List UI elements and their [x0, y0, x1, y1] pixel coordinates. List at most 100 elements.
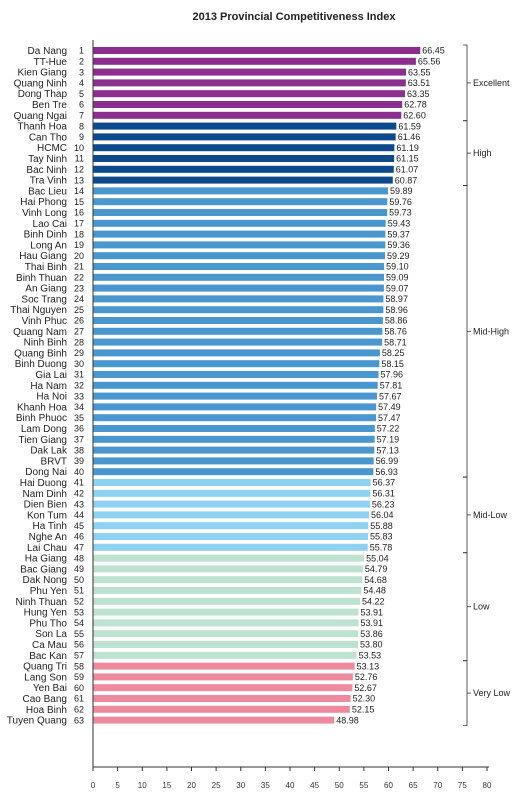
bar [93, 144, 395, 152]
bar [93, 392, 378, 400]
category-label: Binh Thuan [16, 273, 67, 284]
rank-label: 18 [74, 229, 84, 239]
category-label: Ha Tinh [33, 521, 67, 532]
bar [93, 619, 359, 627]
category-label: Binh Phuoc [16, 413, 67, 424]
rank-label: 46 [74, 532, 84, 542]
value-label: 61.19 [396, 143, 419, 153]
bar [93, 425, 375, 432]
rank-label: 13 [74, 175, 84, 185]
category-label: Quang Tri [23, 662, 67, 673]
category-label: Binh Duong [15, 359, 67, 370]
rank-label: 53 [74, 607, 84, 617]
value-label: 52.67 [354, 683, 377, 693]
category-label: Dong Nai [25, 467, 67, 478]
bar [93, 101, 403, 108]
value-label: 62.60 [403, 111, 426, 121]
category-label: Tra Vinh [30, 176, 67, 187]
bar [93, 576, 363, 584]
x-tick-label: 40 [286, 781, 295, 790]
category-label: Tuyen Quang [7, 716, 67, 727]
value-label: 58.86 [385, 316, 408, 326]
bar [93, 522, 369, 530]
rank-label: 57 [74, 651, 84, 661]
bar [93, 327, 383, 335]
value-label: 55.83 [370, 532, 393, 542]
bar [93, 500, 370, 508]
bar [93, 414, 377, 422]
value-label: 52.30 [353, 694, 376, 704]
category-label: Lang Son [24, 672, 67, 683]
rank-label: 59 [74, 672, 84, 682]
category-label: HCMC [37, 143, 67, 154]
x-tick-label: 60 [384, 781, 393, 790]
value-label: 54.68 [364, 575, 387, 585]
value-label: 54.48 [363, 586, 386, 596]
value-label: 59.76 [389, 197, 412, 207]
category-label: Hai Duong [20, 478, 67, 489]
category-label: Ninh Binh [24, 338, 67, 349]
group-bracket [463, 660, 468, 726]
group-label: Very Low [473, 688, 511, 698]
rank-label: 20 [74, 251, 84, 261]
rank-label: 51 [74, 586, 84, 596]
bar [93, 608, 359, 616]
rank-label: 24 [74, 294, 84, 304]
rank-label: 60 [74, 683, 84, 693]
value-label: 55.78 [370, 543, 393, 553]
rank-label: 44 [74, 510, 84, 520]
value-label: 59.73 [389, 208, 412, 218]
rank-label: 34 [74, 402, 84, 412]
rank-label: 21 [74, 262, 84, 272]
x-tick-label: 0 [91, 781, 96, 790]
value-label: 63.35 [407, 89, 430, 99]
bar [93, 673, 353, 681]
group-bracket [463, 185, 468, 478]
x-tick-label: 50 [335, 781, 344, 790]
bar [93, 684, 353, 692]
category-label: Dong Thap [18, 89, 68, 100]
x-tick-label: 75 [458, 781, 467, 790]
rank-label: 62 [74, 705, 84, 715]
bar [93, 306, 384, 314]
rank-label: 6 [79, 100, 84, 110]
value-label: 59.29 [387, 251, 410, 261]
value-label: 56.04 [371, 510, 394, 520]
rank-label: 16 [74, 208, 84, 218]
category-label: Nghe An [29, 532, 67, 543]
rank-label: 17 [74, 219, 84, 229]
bar [93, 533, 368, 540]
rank-label: 42 [74, 489, 84, 499]
chart-title: 2013 Provincial Competitiveness Index [193, 11, 397, 23]
value-label: 58.15 [381, 359, 404, 369]
category-label: Ha Giang [25, 554, 67, 565]
category-label: Lao Cai [33, 219, 67, 230]
group-bracket [463, 476, 468, 554]
rank-label: 52 [74, 597, 84, 607]
category-label: Tien Giang [18, 435, 67, 446]
bar [93, 705, 350, 713]
value-label: 59.07 [386, 283, 409, 293]
rank-label: 50 [74, 575, 84, 585]
group-label: Mid-Low [473, 510, 508, 520]
value-label: 59.43 [388, 219, 411, 229]
value-label: 53.53 [359, 651, 382, 661]
rank-label: 15 [74, 197, 84, 207]
value-label: 56.99 [376, 456, 399, 466]
group-bracket [463, 44, 468, 122]
bar [93, 263, 385, 270]
rank-label: 32 [74, 381, 84, 391]
bar [93, 587, 362, 594]
category-label: Phu Yen [30, 586, 67, 597]
category-label: Soc Trang [21, 294, 67, 305]
value-label: 57.13 [376, 445, 399, 455]
bar [93, 446, 375, 454]
x-tick-label: 70 [433, 781, 442, 790]
category-label: Bac Kan [29, 651, 67, 662]
category-label: Lai Chau [27, 543, 67, 554]
x-tick-label: 25 [212, 781, 221, 790]
rank-label: 47 [74, 543, 84, 553]
category-label: TT-Hue [34, 57, 68, 68]
rank-label: 14 [74, 186, 84, 196]
rank-label: 35 [74, 413, 84, 423]
